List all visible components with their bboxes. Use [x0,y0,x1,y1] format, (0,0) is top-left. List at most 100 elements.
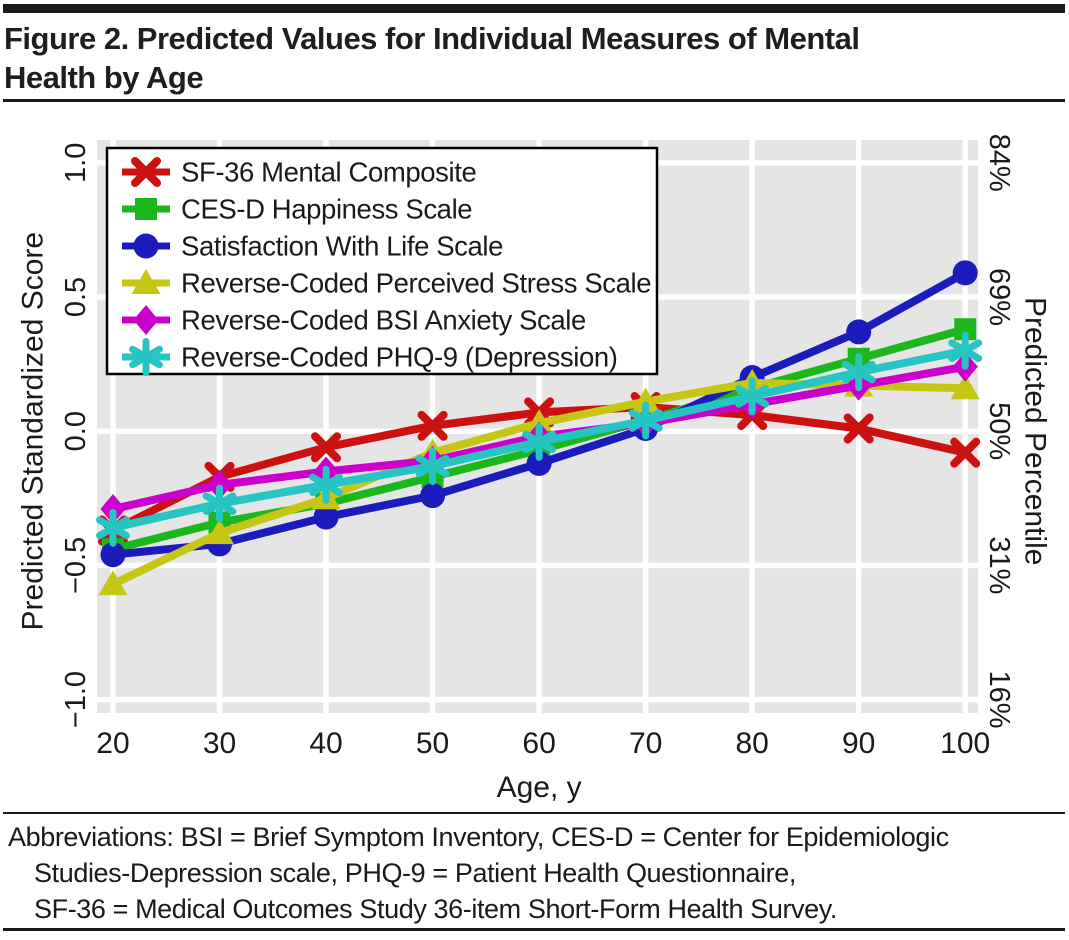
data-marker-circle [100,542,126,568]
marker-stroke [950,437,981,468]
data-marker-asterisk [735,377,770,416]
abbreviations-line3: SF-36 = Medical Outcomes Study 36-item S… [34,894,837,924]
y-axis-tick-right: 31% [983,536,1015,594]
y-axis-title-right: Predicted Percentile [1019,297,1052,565]
marker-stroke [131,157,161,187]
marker-triangle [205,519,235,545]
x-axis-tick: 80 [735,727,768,760]
marker-circle [133,233,159,259]
marker-stroke [735,385,770,408]
axis-tick-labels: 1.0 84% 0.5 69% 0.0 50% −0.5 31% −1.0 16% 20 30 40 50… [60,134,1015,760]
figure-title-line1: Figure 2. Predicted Values for Individua… [4,21,860,56]
legend-item-sf-36-mental-composite: SF-36 Mental Composite [122,157,477,188]
data-marker-x [311,432,342,463]
marker-stroke [417,410,448,441]
x-axis-title: Age, y [497,771,582,804]
data-marker-asterisk [948,331,983,370]
marker-triangle [98,570,128,596]
data-marker-x [417,410,448,441]
data-marker-triangle [631,387,661,413]
footnote-rule-bottom [3,928,1065,931]
data-marker-square [954,318,977,341]
mental-health-by-age-chart: 1.0 84% 0.5 69% 0.0 50% −0.5 31% −1.0 16% 20 30 40 50… [17,134,1052,804]
marker-stroke [129,345,163,369]
x-axis-tick: 60 [522,727,555,760]
marker-stroke [311,432,342,463]
y-axis-tick-left: 0.0 [60,411,92,451]
marker-circle [526,450,552,476]
legend: SF-36 Mental Composite CES-D Happiness Sc… [105,146,659,376]
x-axis-tick: 50 [416,727,449,760]
marker-stroke [948,339,983,362]
marker-stroke [415,454,450,478]
marker-stroke [841,360,876,384]
y-axis-title-left: Predicted Standardized Score [17,232,50,631]
legend-label: Reverse-Coded BSI Anxiety Scale [181,305,586,336]
x-axis-tick: 90 [842,727,875,760]
data-marker-x [950,437,981,468]
data-marker-circle [846,319,872,345]
data-marker-asterisk [309,465,343,504]
marker-square [954,318,977,341]
abbreviations-line1: Abbreviations: BSI = Brief Symptom Inven… [8,822,949,852]
data-marker-asterisk [522,422,557,461]
y-axis-tick-right: 50% [983,402,1015,460]
legend-box [105,146,659,376]
data-marker-x [843,413,874,444]
marker-triangle [950,374,980,400]
data-marker-circle [526,450,552,476]
data-marker-diamond [133,305,159,335]
data-marker-asterisk [96,508,130,547]
legend-label: Reverse-Coded PHQ-9 (Depression) [181,342,618,373]
x-axis-tick: 20 [96,727,129,760]
data-marker-triangle [950,374,980,400]
marker-triangle [131,269,161,294]
data-marker-circle [133,233,159,259]
data-marker-asterisk [202,484,237,523]
marker-stroke [628,409,663,432]
y-axis-tick-left: 1.0 [60,143,92,183]
marker-stroke [843,413,874,444]
data-marker-square [135,198,157,220]
x-axis-tick: 100 [940,727,990,760]
series-reverse-coded-phq-9-depression [96,331,983,547]
legend-item-satisfaction-with-life-scale: Satisfaction With Life Scale [122,231,504,262]
marker-circle [100,542,126,568]
y-axis-tick-left: −0.5 [60,537,92,594]
marker-diamond [133,305,159,335]
legend-label: SF-36 Mental Composite [181,157,476,188]
legend-item-ces-d-happiness-scale: CES-D Happiness Scale [122,194,473,225]
marker-circle [952,260,978,286]
legend-label: CES-D Happiness Scale [181,194,472,225]
marker-circle [846,319,872,345]
abbreviations-note: Abbreviations: BSI = Brief Symptom Inven… [8,819,949,927]
marker-stroke [309,473,343,497]
legend-label: Reverse-Coded Perceived Stress Scale [181,268,651,299]
marker-stroke [522,430,557,454]
x-axis-tick: 40 [309,727,342,760]
legend-item-reverse-coded-bsi-anxiety-scale: Reverse-Coded BSI Anxiety Scale [122,305,586,336]
marker-stroke [202,492,237,515]
legend-label: Satisfaction With Life Scale [181,231,503,262]
figure-title-line2: Health by Age [4,60,204,95]
data-marker-asterisk [129,338,163,376]
footnote-rule-top [3,812,1065,814]
y-axis-tick-right: 69% [983,268,1015,326]
legend-item-reverse-coded-perceived-stress-scale: Reverse-Coded Perceived Stress Scale [122,268,652,299]
title-rule [3,99,1065,102]
abbreviations-line2: Studies-Depression scale, PHQ-9 = Patien… [34,858,796,888]
data-marker-circle [420,483,446,509]
marker-square [135,198,157,220]
marker-stroke [96,516,130,540]
data-marker-asterisk [841,353,876,392]
data-marker-triangle [131,269,161,294]
y-axis-tick-left: 0.5 [60,277,92,317]
data-marker-asterisk [415,447,450,486]
y-axis-tick-left: −1.0 [60,671,92,728]
title-top-bar [3,4,1065,13]
data-marker-triangle [98,570,128,596]
data-marker-triangle [205,519,235,545]
data-marker-circle [313,504,339,530]
legend-item-reverse-coded-phq-9-depression: Reverse-Coded PHQ-9 (Depression) [122,338,618,376]
